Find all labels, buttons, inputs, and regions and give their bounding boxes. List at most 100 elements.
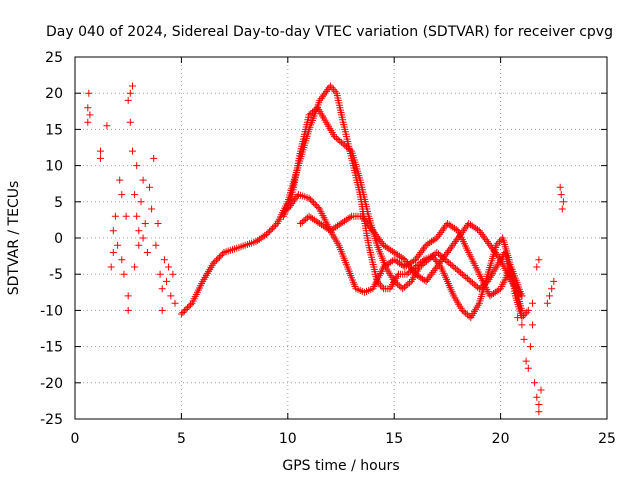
pass-c-mark (314, 204, 322, 211)
late-scatter-mark (533, 263, 541, 271)
pass-d-mark (373, 232, 381, 240)
early-scatter-mark (139, 234, 147, 242)
pass-c-mark (416, 250, 423, 258)
pass-d-mark (430, 267, 438, 275)
pass-b-mark (467, 277, 475, 285)
early-scatter-mark (137, 198, 145, 206)
early-scatter-mark (129, 147, 136, 155)
late-scatter-mark (550, 277, 558, 285)
pass-c-mark (396, 259, 403, 267)
pass-c-mark (422, 241, 430, 249)
pass-d-mark (431, 265, 439, 273)
pass-b-mark (336, 137, 344, 145)
pass-a-mark (458, 306, 466, 314)
y-tick-label: 0 (54, 231, 63, 247)
pass-d-mark (494, 252, 502, 260)
pass-d-mark (509, 279, 517, 287)
pass-c-mark (288, 200, 296, 208)
pass-a-mark (321, 89, 329, 97)
pass-d-mark (515, 288, 523, 296)
pass-b-mark (395, 282, 403, 290)
pass-d-mark (438, 256, 446, 264)
early-scatter-mark (116, 176, 124, 184)
pass-d-mark (513, 285, 521, 293)
pass-d-mark (442, 250, 450, 258)
pass-a-mark (317, 95, 325, 103)
pass-c-mark (394, 258, 402, 266)
pass-d-mark (454, 234, 462, 242)
pass-b-mark (446, 260, 454, 268)
pass-a-mark (211, 258, 219, 266)
pass-d-mark (514, 287, 522, 294)
late-scatter-mark (518, 321, 526, 329)
early-scatter-mark (97, 147, 104, 155)
pass-c-mark (442, 221, 450, 229)
pass-d-mark (483, 238, 491, 246)
pass-d-mark (482, 236, 490, 244)
pass-d-mark (364, 220, 372, 227)
pass-d-mark (462, 223, 470, 231)
pass-b-mark (424, 256, 432, 264)
pass-b-mark (399, 285, 407, 293)
pass-d-mark (423, 276, 431, 284)
pass-d-mark (453, 236, 461, 244)
pass-d-mark (410, 268, 418, 276)
pass-d-mark (383, 244, 391, 252)
pass-d-mark (346, 214, 354, 221)
pass-d-mark (372, 230, 380, 238)
pass-a-mark (330, 86, 338, 94)
pass-c-mark (410, 257, 418, 265)
pass-d-mark (458, 229, 466, 237)
late-scatter-mark (556, 183, 564, 191)
y-tick-label: -5 (49, 267, 63, 283)
pass-c-mark (488, 291, 496, 299)
pass-a-mark (187, 301, 194, 309)
pass-b-mark (339, 140, 347, 148)
early-scatter-mark (156, 270, 164, 278)
early-scatter-mark (146, 183, 153, 191)
pass-d-mark (446, 245, 454, 253)
pass-b-mark (305, 111, 313, 119)
pass-d-mark (435, 259, 443, 267)
pass-c-mark (495, 286, 503, 294)
pass-d-mark (427, 270, 435, 278)
pass-c-mark (307, 196, 315, 204)
pass-b-mark (463, 275, 471, 282)
early-scatter-mark (150, 154, 158, 162)
pass-a-mark (523, 308, 531, 316)
pass-a-mark (179, 309, 187, 316)
pass-d-mark (321, 223, 329, 231)
pass-c-mark (408, 258, 416, 266)
early-scatter-mark (126, 89, 134, 97)
pass-d-mark (449, 241, 457, 249)
pass-d-mark (366, 223, 374, 231)
early-scatter-mark (171, 299, 179, 307)
pass-c-mark (284, 205, 292, 213)
pass-d-mark (377, 238, 385, 246)
late-scatter-mark (548, 285, 556, 293)
pass-d-mark (439, 254, 447, 262)
pass-a-mark (269, 224, 277, 232)
data-marks (84, 82, 567, 416)
pass-d-mark (323, 224, 331, 232)
pass-a-mark (264, 229, 272, 237)
late-scatter-mark (522, 357, 530, 365)
early-scatter-mark (135, 227, 143, 235)
pass-d-mark (376, 236, 384, 244)
pass-c-mark (313, 202, 321, 210)
pass-d-mark (330, 224, 338, 232)
pass-a-mark (462, 309, 470, 317)
early-scatter-mark (139, 176, 147, 184)
pass-b-mark (331, 133, 339, 141)
pass-b-mark (390, 277, 398, 285)
late-scatter-mark (559, 198, 567, 206)
pass-d-mark (450, 239, 458, 247)
pass-d-mark (328, 226, 336, 234)
y-axis-label: SDTVAR / TECUs (6, 181, 22, 296)
pass-b-mark (309, 108, 316, 116)
pass-d-mark (365, 221, 373, 229)
pass-b-mark (455, 267, 463, 275)
early-scatter-mark (154, 220, 162, 227)
late-scatter-mark (535, 256, 543, 264)
pass-c-mark (427, 238, 435, 246)
